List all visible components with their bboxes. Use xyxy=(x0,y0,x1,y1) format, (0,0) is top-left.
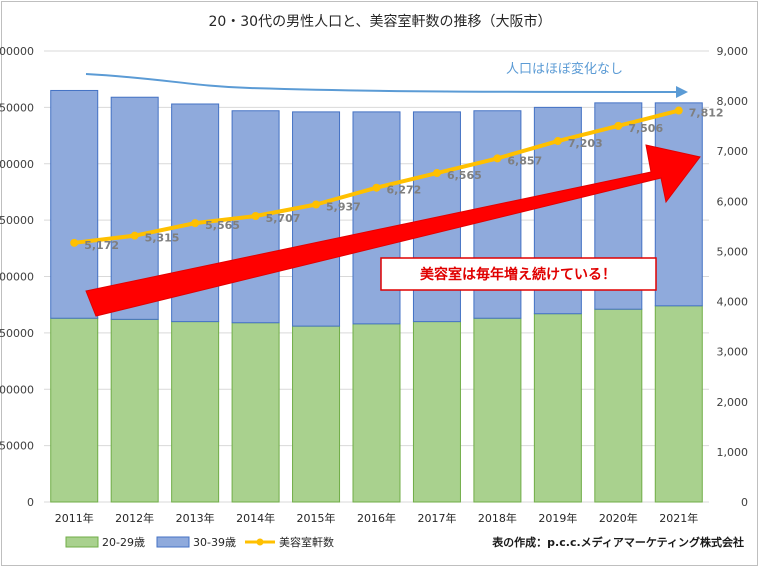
legend-label-20s: 20-29歳 xyxy=(102,536,145,549)
bar-30s xyxy=(654,102,703,307)
x-axis-tick-label: 2020年 xyxy=(599,511,638,525)
salon-count-data-label: 7,203 xyxy=(568,137,603,150)
salon-count-point xyxy=(553,137,562,146)
bar-20s xyxy=(412,321,461,503)
left-axis-tick-label: 150000 xyxy=(0,327,34,340)
x-axis-tick-label: 2016年 xyxy=(357,511,396,525)
salon-count-point xyxy=(493,154,502,163)
growth-callout-text: 美容室は毎年増え続けている！ xyxy=(420,266,616,283)
legend-swatch-30s xyxy=(156,536,190,548)
bar-20s xyxy=(594,308,643,503)
salon-count-line xyxy=(70,106,683,247)
x-axis-ticks: 2011年 2012年 2013年 2014年 2015年 2016年 2017年 2018年… xyxy=(55,511,699,525)
legend-label-30s: 30-39歳 xyxy=(193,536,236,549)
x-axis-tick-label: 2018年 xyxy=(478,511,517,525)
right-axis-tick-label: 7,000 xyxy=(717,145,749,158)
x-axis-tick-label: 2015年 xyxy=(297,511,336,525)
bar-30s xyxy=(292,111,341,327)
left-axis-tick-label: 350000 xyxy=(0,101,34,114)
x-axis-tick-label: 2021年 xyxy=(659,511,698,525)
right-axis-tick-label: 8,000 xyxy=(717,95,749,108)
salon-count-data-label: 5,172 xyxy=(84,239,119,252)
growth-arrow xyxy=(85,144,701,317)
salon-count-data-label: 5,315 xyxy=(145,232,180,245)
bar-30s xyxy=(352,111,401,325)
salon-count-point xyxy=(191,219,200,228)
legend-swatch-20s xyxy=(65,536,99,548)
left-axis-tick-label: 50000 xyxy=(0,440,34,453)
left-axis-tick-label: 250000 xyxy=(0,214,34,227)
bar-20s xyxy=(110,318,159,503)
right-axis-tick-label: 5,000 xyxy=(717,245,749,258)
bar-20s xyxy=(352,323,401,503)
salon-count-point xyxy=(372,183,381,192)
legend: 20-29歳 30-39歳 美容室軒数 xyxy=(65,535,334,549)
left-axis-tick-label: 300000 xyxy=(0,158,34,171)
bar-20s xyxy=(533,313,582,503)
salon-count-data-label: 5,707 xyxy=(266,212,301,225)
salon-count-point xyxy=(70,238,79,247)
population-note: 人口はほぼ変化なし xyxy=(506,61,623,77)
right-axis-ticks: 0 1,000 2,000 3,000 4,000 5,000 6,000 7,000 8,00… xyxy=(717,45,749,509)
salon-count-data-label: 7,812 xyxy=(689,107,724,120)
salon-count-data-label: 6,272 xyxy=(387,184,422,197)
bar-20s xyxy=(171,321,220,503)
right-axis-tick-label: 0 xyxy=(741,496,748,509)
x-axis-tick-label: 2017年 xyxy=(417,511,456,525)
x-axis-tick-label: 2011年 xyxy=(55,511,94,525)
salon-count-data-label: 6,857 xyxy=(507,154,542,167)
salon-count-data-label: 7,506 xyxy=(628,122,663,135)
salon-count-data-label: 5,565 xyxy=(205,219,240,232)
bar-20s xyxy=(50,317,99,503)
left-axis-tick-label: 400000 xyxy=(0,45,34,58)
bar-30s xyxy=(50,89,99,319)
salon-count-data-label: 5,937 xyxy=(326,200,361,213)
x-axis-tick-label: 2013年 xyxy=(176,511,215,525)
bar-20s xyxy=(292,325,341,503)
x-axis-tick-label: 2012年 xyxy=(115,511,154,525)
right-axis-tick-label: 1,000 xyxy=(717,446,749,459)
source-credit: 表の作成：p.c.c.メディアマーケティング株式会社 xyxy=(491,535,744,549)
left-axis-tick-label: 100000 xyxy=(0,383,34,396)
right-axis-tick-label: 2,000 xyxy=(717,396,749,409)
salon-count-point xyxy=(130,231,139,240)
salon-count-point xyxy=(432,169,441,178)
salon-count-point xyxy=(674,106,683,115)
population-trend-arrow xyxy=(85,73,688,98)
salon-count-point xyxy=(251,212,260,221)
left-axis-tick-label: 0 xyxy=(27,496,34,509)
growth-callout: 美容室は毎年増え続けている！ xyxy=(380,257,657,291)
right-axis-tick-label: 9,000 xyxy=(717,45,749,58)
right-axis-tick-label: 3,000 xyxy=(717,346,749,359)
legend-marker-salons xyxy=(256,538,264,546)
salon-count-point xyxy=(312,200,321,209)
left-axis-ticks: 0 50000 100000 150000 200000 250000 300000 3500… xyxy=(0,45,34,509)
bar-20s xyxy=(654,305,703,503)
chart-title: 20・30代の男性人口と、美容室軒数の推移（大阪市） xyxy=(208,13,551,30)
salon-count-point xyxy=(614,121,623,130)
data-labels: 5,172 5,315 5,565 5,707 5,937 6,272 6,565 6,857… xyxy=(84,107,723,252)
bar-20s xyxy=(473,317,522,503)
right-axis-tick-label: 4,000 xyxy=(717,296,749,309)
salon-count-data-label: 6,565 xyxy=(447,169,482,182)
x-axis-tick-label: 2019年 xyxy=(538,511,577,525)
legend-label-salons: 美容室軒数 xyxy=(279,535,334,549)
left-axis-tick-label: 200000 xyxy=(0,271,34,284)
right-axis-tick-label: 6,000 xyxy=(717,195,749,208)
bar-20s xyxy=(231,322,280,503)
x-axis-tick-label: 2014年 xyxy=(236,511,275,525)
